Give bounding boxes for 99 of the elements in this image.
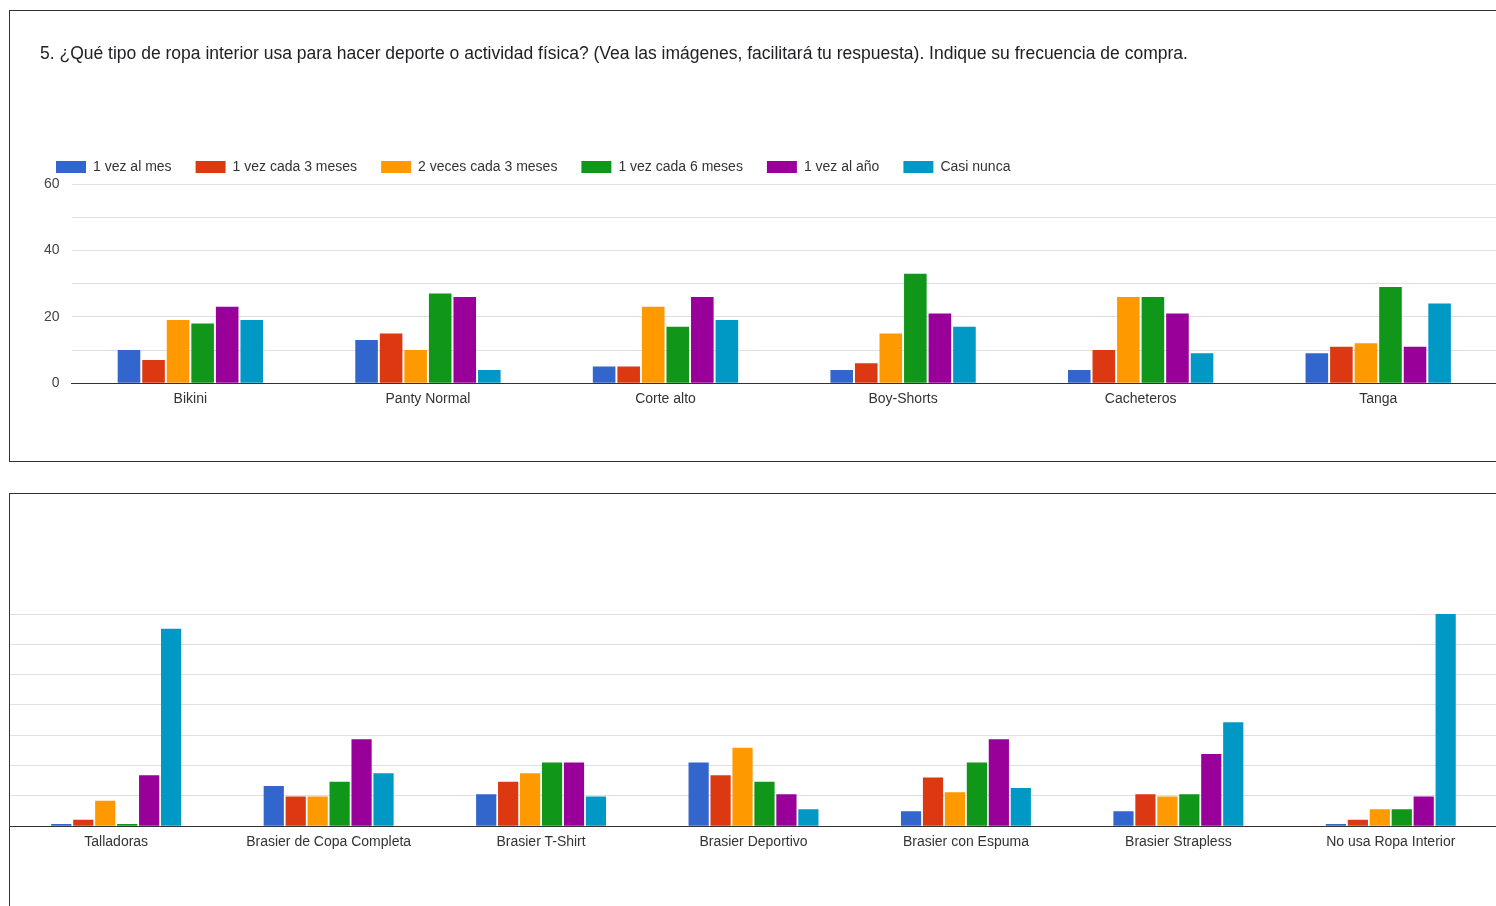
bar [1330,346,1353,383]
bar [1347,819,1368,826]
bar [73,819,94,826]
bar [240,320,264,383]
bar [563,762,585,826]
x-tick-label: Panty Normal [385,390,471,407]
bar [904,273,927,383]
bar [453,296,477,383]
bar [798,809,819,826]
bar [1113,811,1134,826]
bar [541,762,563,826]
bar [732,747,753,826]
bar [900,811,922,826]
bar [1391,809,1412,826]
bar [666,326,690,383]
bar [1135,794,1156,826]
y-tick-label: 40 [43,241,60,258]
bar [691,296,714,383]
bar [1369,809,1390,826]
bar [307,796,328,826]
bar [585,796,607,826]
bar [953,326,976,383]
bar [641,306,665,383]
bar [476,794,497,826]
bar [830,369,853,383]
bar [928,313,952,383]
bar [1157,796,1178,826]
bar [1092,350,1116,383]
bar [617,366,640,383]
x-tick-label: Boy-Shorts [868,390,938,407]
bar [498,781,519,826]
bar [95,800,116,826]
bar [592,366,616,383]
bar [117,350,141,383]
bar [1223,722,1244,826]
legend-label: 1 vez cada 3 meses [232,157,358,174]
legend-label: 2 veces cada 3 meses [418,157,558,174]
bar [1067,369,1091,383]
bar [1166,313,1189,383]
x-tick-label: Brasier Strapless [1125,833,1232,850]
bar [329,781,350,826]
bar [944,792,966,826]
bar [1010,788,1031,826]
legend-label: 1 vez cada 6 meses [618,157,743,174]
x-tick-label: Corte alto [635,390,697,407]
bar [1428,303,1451,383]
bar [142,359,165,383]
bar [1179,794,1200,826]
bar [922,777,944,826]
bar [710,775,731,826]
x-tick-label: No usa Ropa Interior [1326,833,1456,850]
bar [215,306,239,383]
x-tick-label: Brasier T-Shirt [496,833,586,850]
legend-label: 1 vez al año [803,157,880,174]
y-tick-label: 0 [51,374,60,391]
bar [191,323,214,383]
y-tick-label: 20 [43,307,60,324]
x-tick-label: Tanga [1359,390,1398,407]
x-tick-label: Talladoras [84,833,149,850]
bar [263,785,284,826]
bar [688,762,709,826]
bar [1305,353,1329,383]
legend-label: 1 vez al mes [93,157,172,174]
bar [966,762,987,826]
bar [404,350,427,383]
bar [1190,353,1214,383]
bar [166,320,190,383]
x-tick-label: Brasier con Espuma [902,833,1030,850]
bar [1201,754,1222,826]
chart-title: 5. ¿Qué tipo de ropa interior usa para hacer deporte o actividad física? (Vea las imágenes, facilitará tu respuesta). Indique su frecuencia de compra. [40,43,1188,64]
bar [379,333,403,383]
x-tick-label: Brasier Deportivo [699,833,808,850]
bar [1354,343,1378,383]
bar [520,773,541,826]
bar [754,781,775,826]
bar [428,293,452,383]
bar [139,775,160,826]
x-tick-label: Cacheteros [1104,390,1177,407]
bar [715,320,739,383]
bar [478,369,501,383]
bar [1413,796,1434,826]
x-tick-label: Brasier de Copa Completa [246,833,412,850]
bar [776,794,797,826]
bar [1141,296,1165,383]
legend-label: Casi nunca [940,157,1011,174]
bar [988,739,1009,826]
bar [351,739,372,826]
bar [854,363,878,383]
bar [373,773,394,826]
bar [1117,296,1140,383]
bar [285,796,306,826]
x-tick-label: Bikini [173,390,208,407]
bar [160,628,182,826]
y-tick-label: 60 [43,174,60,191]
bar [879,333,903,383]
bar [1403,346,1427,383]
bar [1435,614,1456,826]
bar [1379,286,1402,383]
bar [355,340,378,383]
